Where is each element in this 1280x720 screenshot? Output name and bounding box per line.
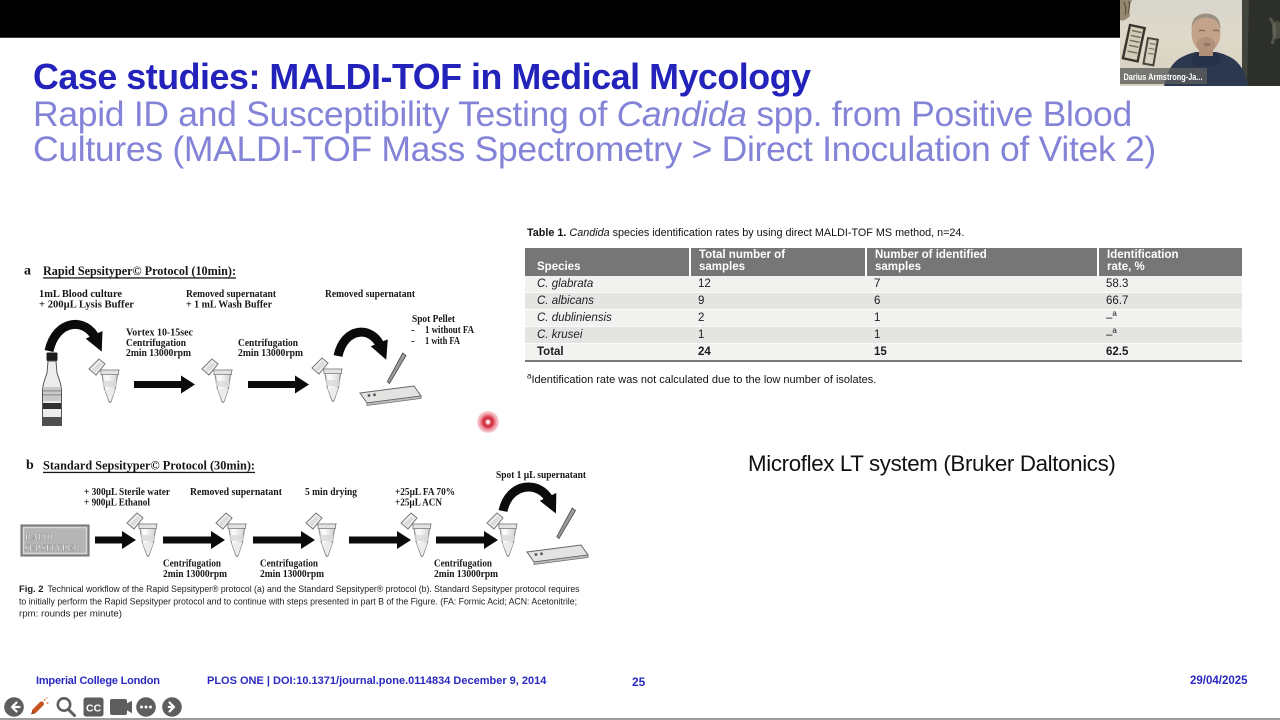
svg-text:+ 200µL Lysis Buffer: + 200µL Lysis Buffer xyxy=(39,299,134,311)
svg-text:2min 13000rpm: 2min 13000rpm xyxy=(238,347,303,359)
svg-text:Centrifugation: Centrifugation xyxy=(163,558,221,570)
svg-text:rpm: rounds per minute): rpm: rounds per minute) xyxy=(19,608,122,619)
svg-text:2min 13000rpm: 2min 13000rpm xyxy=(163,568,227,580)
svg-text:Vortex 10-15sec: Vortex 10-15sec xyxy=(126,327,193,339)
svg-text:Fig. 2: Fig. 2 xyxy=(19,583,43,594)
svg-text:Centrifugation: Centrifugation xyxy=(126,337,186,349)
svg-text:Centrifugation: Centrifugation xyxy=(238,337,298,349)
svg-text:2min 13000rpm: 2min 13000rpm xyxy=(126,347,191,359)
svg-text:RAPID: RAPID xyxy=(25,533,53,543)
svg-text:b: b xyxy=(26,458,34,473)
svg-text:1 without FA: 1 without FA xyxy=(425,324,474,336)
svg-text:CC: CC xyxy=(86,703,102,715)
svg-text:-: - xyxy=(411,335,415,347)
svg-text:+ 300µL Sterile water: + 300µL Sterile water xyxy=(84,486,170,498)
svg-text:+25µL ACN: +25µL ACN xyxy=(395,497,442,509)
svg-text:Removed supernatant: Removed supernatant xyxy=(190,486,282,498)
svg-text:Removed supernatant: Removed supernatant xyxy=(325,288,415,300)
svg-text:2min 13000rpm: 2min 13000rpm xyxy=(260,568,324,580)
svg-text:Spot 1 µL supernatant: Spot 1 µL supernatant xyxy=(496,469,586,481)
svg-text:+ 1 mL Wash Buffer: + 1 mL Wash Buffer xyxy=(186,299,272,311)
svg-text:+ 900µL Ethanol: + 900µL Ethanol xyxy=(84,497,150,509)
svg-text:to initially perform the Rapid: to initially perform the Rapid Sepsitype… xyxy=(19,595,577,606)
svg-text:SEPSITYPER: SEPSITYPER xyxy=(24,544,80,554)
svg-text:Centrifugation: Centrifugation xyxy=(434,558,492,570)
svg-text:-: - xyxy=(411,324,415,336)
svg-text:Standard Sepsityper© Protocol: Standard Sepsityper© Protocol (30min): xyxy=(43,459,255,473)
svg-text:Centrifugation: Centrifugation xyxy=(260,558,318,570)
svg-text:Rapid Sepsityper© Protocol (10: Rapid Sepsityper© Protocol (10min): xyxy=(43,264,236,278)
svg-text:5 min drying: 5 min drying xyxy=(305,486,358,498)
svg-text:+25µL FA 70%: +25µL FA 70% xyxy=(395,486,455,498)
svg-text:1mL Blood culture: 1mL Blood culture xyxy=(39,288,122,300)
svg-text:2min 13000rpm: 2min 13000rpm xyxy=(434,568,498,580)
svg-text:Technical workflow of the Rapi: Technical workflow of the Rapid Sepsityp… xyxy=(48,583,580,594)
svg-text:Removed supernatant: Removed supernatant xyxy=(186,288,276,300)
svg-text:Spot Pellet: Spot Pellet xyxy=(412,313,455,325)
svg-text:Darius Armstrong-Ja...: Darius Armstrong-Ja... xyxy=(1124,72,1203,83)
svg-text:a: a xyxy=(24,264,31,279)
svg-text:1 with FA: 1 with FA xyxy=(425,335,460,347)
